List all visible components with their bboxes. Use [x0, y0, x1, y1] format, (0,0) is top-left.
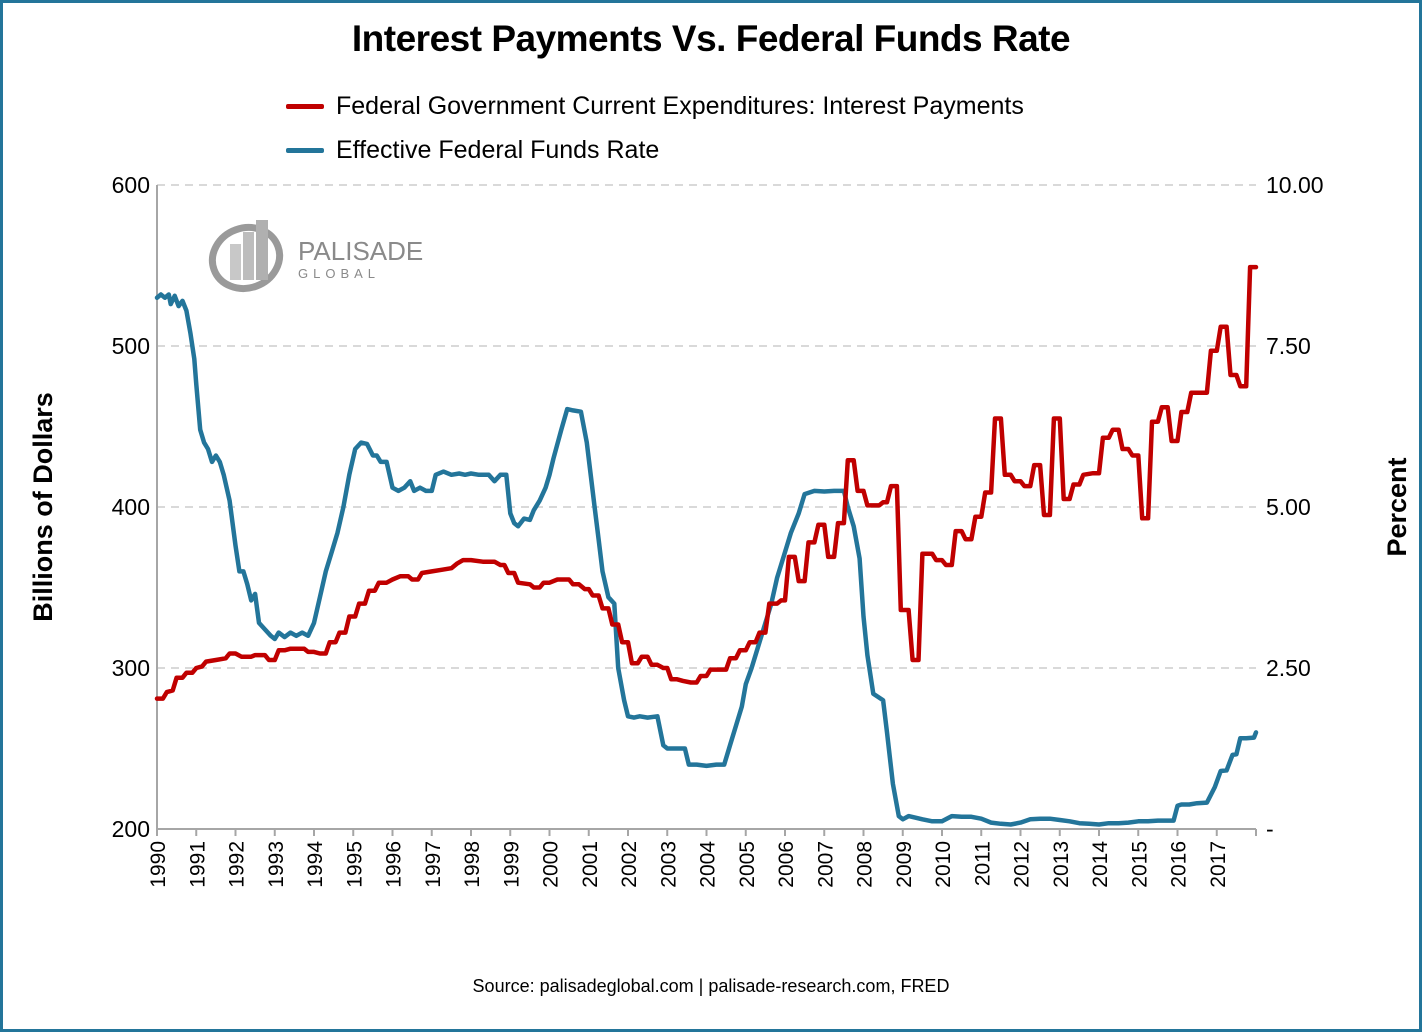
axis-labels: 600 500 400 300 200 10.00 7.50 5.00 2.50 - 1990 199… [112, 172, 1324, 888]
x-tick-label: 2009 [893, 841, 916, 888]
x-tick-label: 1995 [343, 841, 366, 888]
legend-label-interest-payments: Federal Government Current Expenditures:… [336, 91, 1024, 120]
x-tick-label: 2012 [1011, 841, 1034, 888]
y2-tick-label: 5.00 [1266, 494, 1311, 520]
logo-sub: GLOBAL [298, 266, 380, 281]
x-tick-label: 2004 [697, 841, 720, 888]
x-tick-label: 2013 [1050, 841, 1073, 888]
x-tick-label: 1990 [147, 841, 170, 888]
x-tick-label: 2016 [1168, 841, 1191, 888]
y2-tick-label: 10.00 [1266, 172, 1324, 198]
legend-swatch-interest-payments [286, 103, 324, 109]
legend-swatch-fed-funds-rate [286, 147, 324, 153]
logo-building-icon [230, 244, 241, 280]
legend-item-interest-payments: Federal Government Current Expenditures:… [286, 84, 1024, 128]
legend-label-fed-funds-rate: Effective Federal Funds Rate [336, 135, 660, 164]
x-tick-label: 1999 [500, 841, 523, 888]
x-tick-label: 2006 [775, 841, 798, 888]
axes [156, 185, 1257, 836]
x-tick-label: 1996 [383, 841, 406, 888]
x-tick-label: 2001 [579, 841, 602, 888]
chart-title: Interest Payments Vs. Federal Funds Rate [351, 18, 1071, 59]
series-layer [154, 264, 1259, 827]
y-tick-label: 600 [112, 172, 150, 198]
x-tick-label: 1997 [422, 841, 445, 888]
y2-tick-label: 7.50 [1266, 333, 1311, 359]
y-tick-label: 400 [112, 494, 150, 520]
x-tick-label: 1992 [226, 841, 249, 888]
x-tick-label: 1993 [265, 841, 288, 888]
x-tick-label: 2002 [618, 841, 641, 888]
logo-name: PALISADE [298, 236, 423, 266]
y-tick-label: 300 [112, 655, 150, 681]
series-line-fed-funds-rate [154, 292, 1259, 827]
series-line-interest-payments [154, 264, 1259, 701]
y-tick-label: 500 [112, 333, 150, 359]
gridlines [157, 184, 1256, 669]
x-tick-label: 2011 [971, 841, 994, 886]
y2-axis-title: Percent [1382, 457, 1412, 556]
x-tick-label: 2003 [657, 841, 680, 888]
x-tick-label: 1991 [186, 841, 209, 888]
palisade-logo: PALISADE GLOBAL [208, 220, 423, 292]
x-tick-label: 2010 [932, 841, 955, 888]
logo-building-icon [243, 232, 254, 280]
y2-tick-label: - [1266, 816, 1274, 842]
x-tick-label: 2015 [1128, 841, 1151, 888]
x-tick-label: 1998 [461, 841, 484, 888]
x-tick-label: 1994 [304, 841, 327, 888]
x-tick-label: 2000 [540, 841, 563, 888]
x-tick-label: 2008 [854, 841, 877, 888]
logo-swoosh-icon [208, 224, 284, 292]
x-tick-label: 2007 [814, 841, 837, 888]
y-axis-title: Billions of Dollars [28, 392, 58, 622]
legend-item-fed-funds-rate: Effective Federal Funds Rate [286, 128, 1024, 172]
legend: Federal Government Current Expenditures:… [286, 84, 1024, 172]
x-tick-label: 2017 [1207, 841, 1230, 888]
y-tick-label: 200 [112, 816, 150, 842]
y2-tick-label: 2.50 [1266, 655, 1311, 681]
x-tick-label: 2014 [1089, 841, 1112, 888]
source-note: Source: palisadeglobal.com | palisade-re… [472, 976, 950, 996]
x-tick-label: 2005 [736, 841, 759, 888]
logo-building-icon [256, 220, 268, 280]
